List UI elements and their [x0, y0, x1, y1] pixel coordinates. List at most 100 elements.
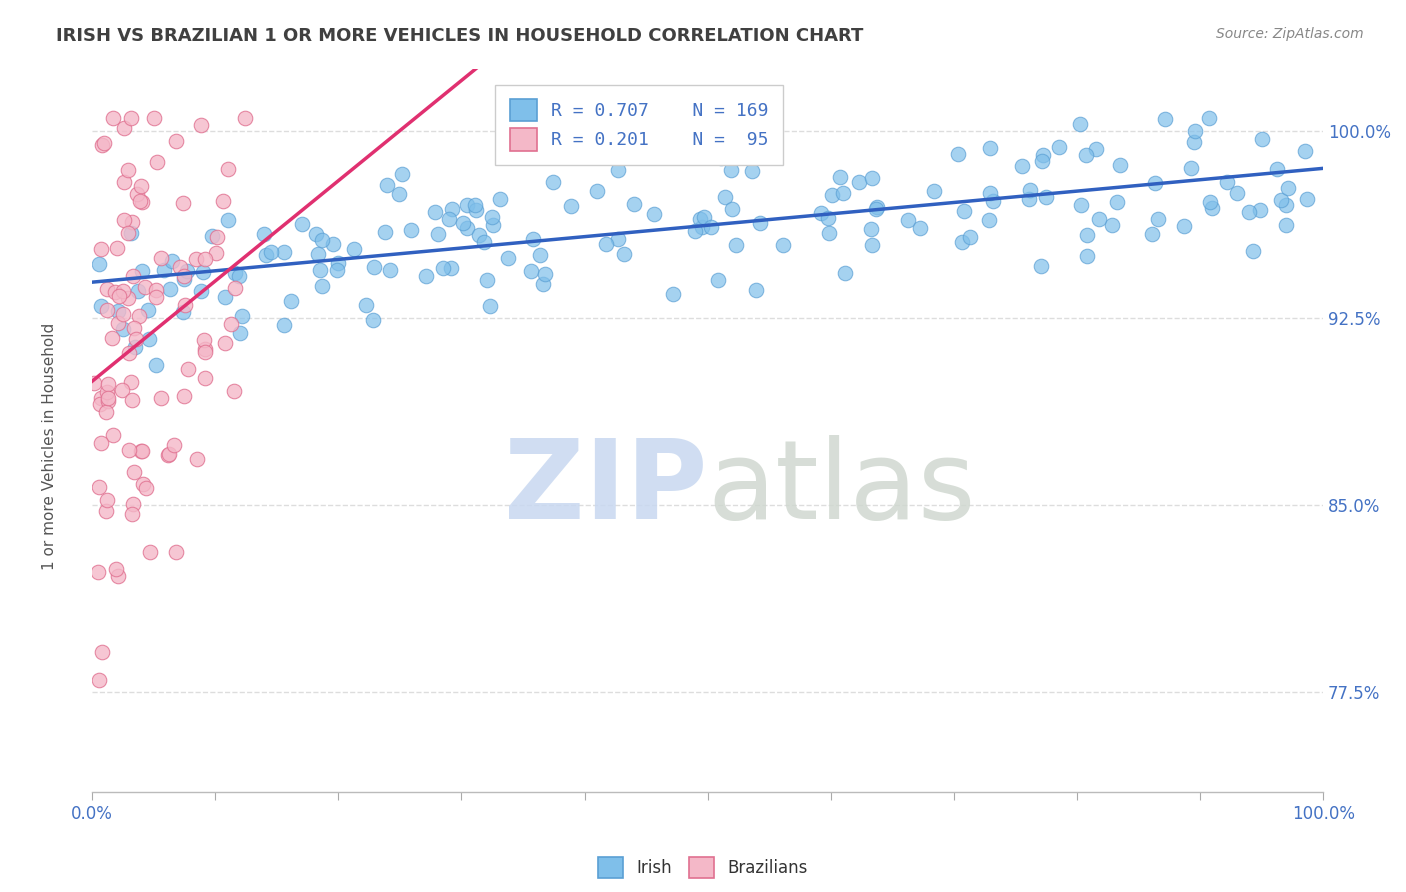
Point — [1032, 148, 1054, 162]
Point — [1140, 227, 1163, 242]
Point — [437, 212, 460, 227]
Point — [96, 393, 118, 408]
Point — [174, 298, 197, 312]
Point — [273, 318, 295, 332]
Point — [172, 195, 194, 210]
Point — [122, 321, 145, 335]
Point — [1047, 140, 1070, 154]
Point — [150, 251, 173, 265]
Point — [1251, 132, 1274, 146]
Point — [117, 291, 139, 305]
Point — [946, 147, 969, 161]
Point — [1076, 249, 1098, 263]
Point — [122, 497, 145, 511]
Point — [128, 309, 150, 323]
Point — [186, 452, 208, 467]
Text: 1 or more Vehicles in Household: 1 or more Vehicles in Household — [42, 322, 56, 570]
Point — [169, 260, 191, 275]
Text: atlas: atlas — [707, 434, 976, 541]
Point — [176, 264, 198, 278]
Point — [104, 285, 127, 299]
Point — [479, 299, 502, 313]
Point — [1154, 112, 1177, 126]
Point — [481, 210, 503, 224]
Point — [101, 112, 124, 126]
Point — [205, 230, 228, 244]
Point — [1031, 154, 1053, 169]
Point — [979, 141, 1001, 155]
Point — [821, 187, 844, 202]
Point — [104, 562, 127, 576]
Point — [193, 265, 215, 279]
Point — [217, 162, 239, 177]
Point — [87, 566, 110, 580]
Point — [643, 207, 665, 221]
Point — [977, 213, 1000, 227]
Point — [859, 221, 882, 235]
Point — [112, 213, 135, 227]
Point — [131, 444, 153, 458]
Point — [586, 184, 609, 198]
Point — [97, 392, 120, 406]
Point — [125, 332, 148, 346]
Point — [96, 385, 118, 400]
Point — [194, 345, 217, 359]
Point — [472, 235, 495, 249]
Point — [1143, 177, 1166, 191]
Point — [1241, 244, 1264, 259]
Point — [96, 492, 118, 507]
Point — [173, 272, 195, 286]
Point — [1277, 181, 1299, 195]
Point — [259, 245, 281, 260]
Point — [354, 298, 377, 312]
Point — [1074, 148, 1097, 162]
Point — [117, 227, 139, 241]
Point — [606, 163, 628, 178]
Point — [1237, 204, 1260, 219]
Point — [950, 235, 973, 249]
Point — [122, 269, 145, 284]
Point — [710, 151, 733, 165]
Point — [97, 376, 120, 391]
Point — [924, 185, 946, 199]
Point — [817, 211, 839, 225]
Point — [308, 263, 330, 277]
Point — [107, 316, 129, 330]
Point — [96, 282, 118, 296]
Point — [224, 266, 246, 280]
Point — [229, 326, 252, 340]
Point — [224, 281, 246, 295]
Point — [112, 322, 135, 336]
Point — [440, 260, 463, 275]
Point — [190, 285, 212, 299]
Point — [90, 435, 112, 450]
Point — [121, 507, 143, 521]
Point — [1296, 193, 1319, 207]
Point — [91, 645, 114, 659]
Point — [157, 447, 180, 461]
Point — [1070, 198, 1092, 212]
Point — [860, 170, 883, 185]
Point — [831, 186, 853, 200]
Point — [488, 192, 510, 206]
Point — [107, 289, 129, 303]
Point — [146, 154, 169, 169]
Point — [111, 307, 134, 321]
Point — [111, 384, 134, 398]
Point — [129, 194, 152, 208]
Point — [291, 217, 314, 231]
Point — [89, 397, 111, 411]
Point — [897, 213, 920, 227]
Point — [741, 164, 763, 178]
Point — [456, 221, 478, 235]
Point — [1184, 124, 1206, 138]
Point — [117, 162, 139, 177]
Point — [193, 252, 215, 267]
Point — [193, 333, 215, 347]
Point — [1031, 259, 1053, 273]
Point — [94, 504, 117, 518]
Point — [720, 162, 742, 177]
Point — [121, 215, 143, 229]
Point — [690, 220, 713, 235]
Point — [475, 273, 498, 287]
